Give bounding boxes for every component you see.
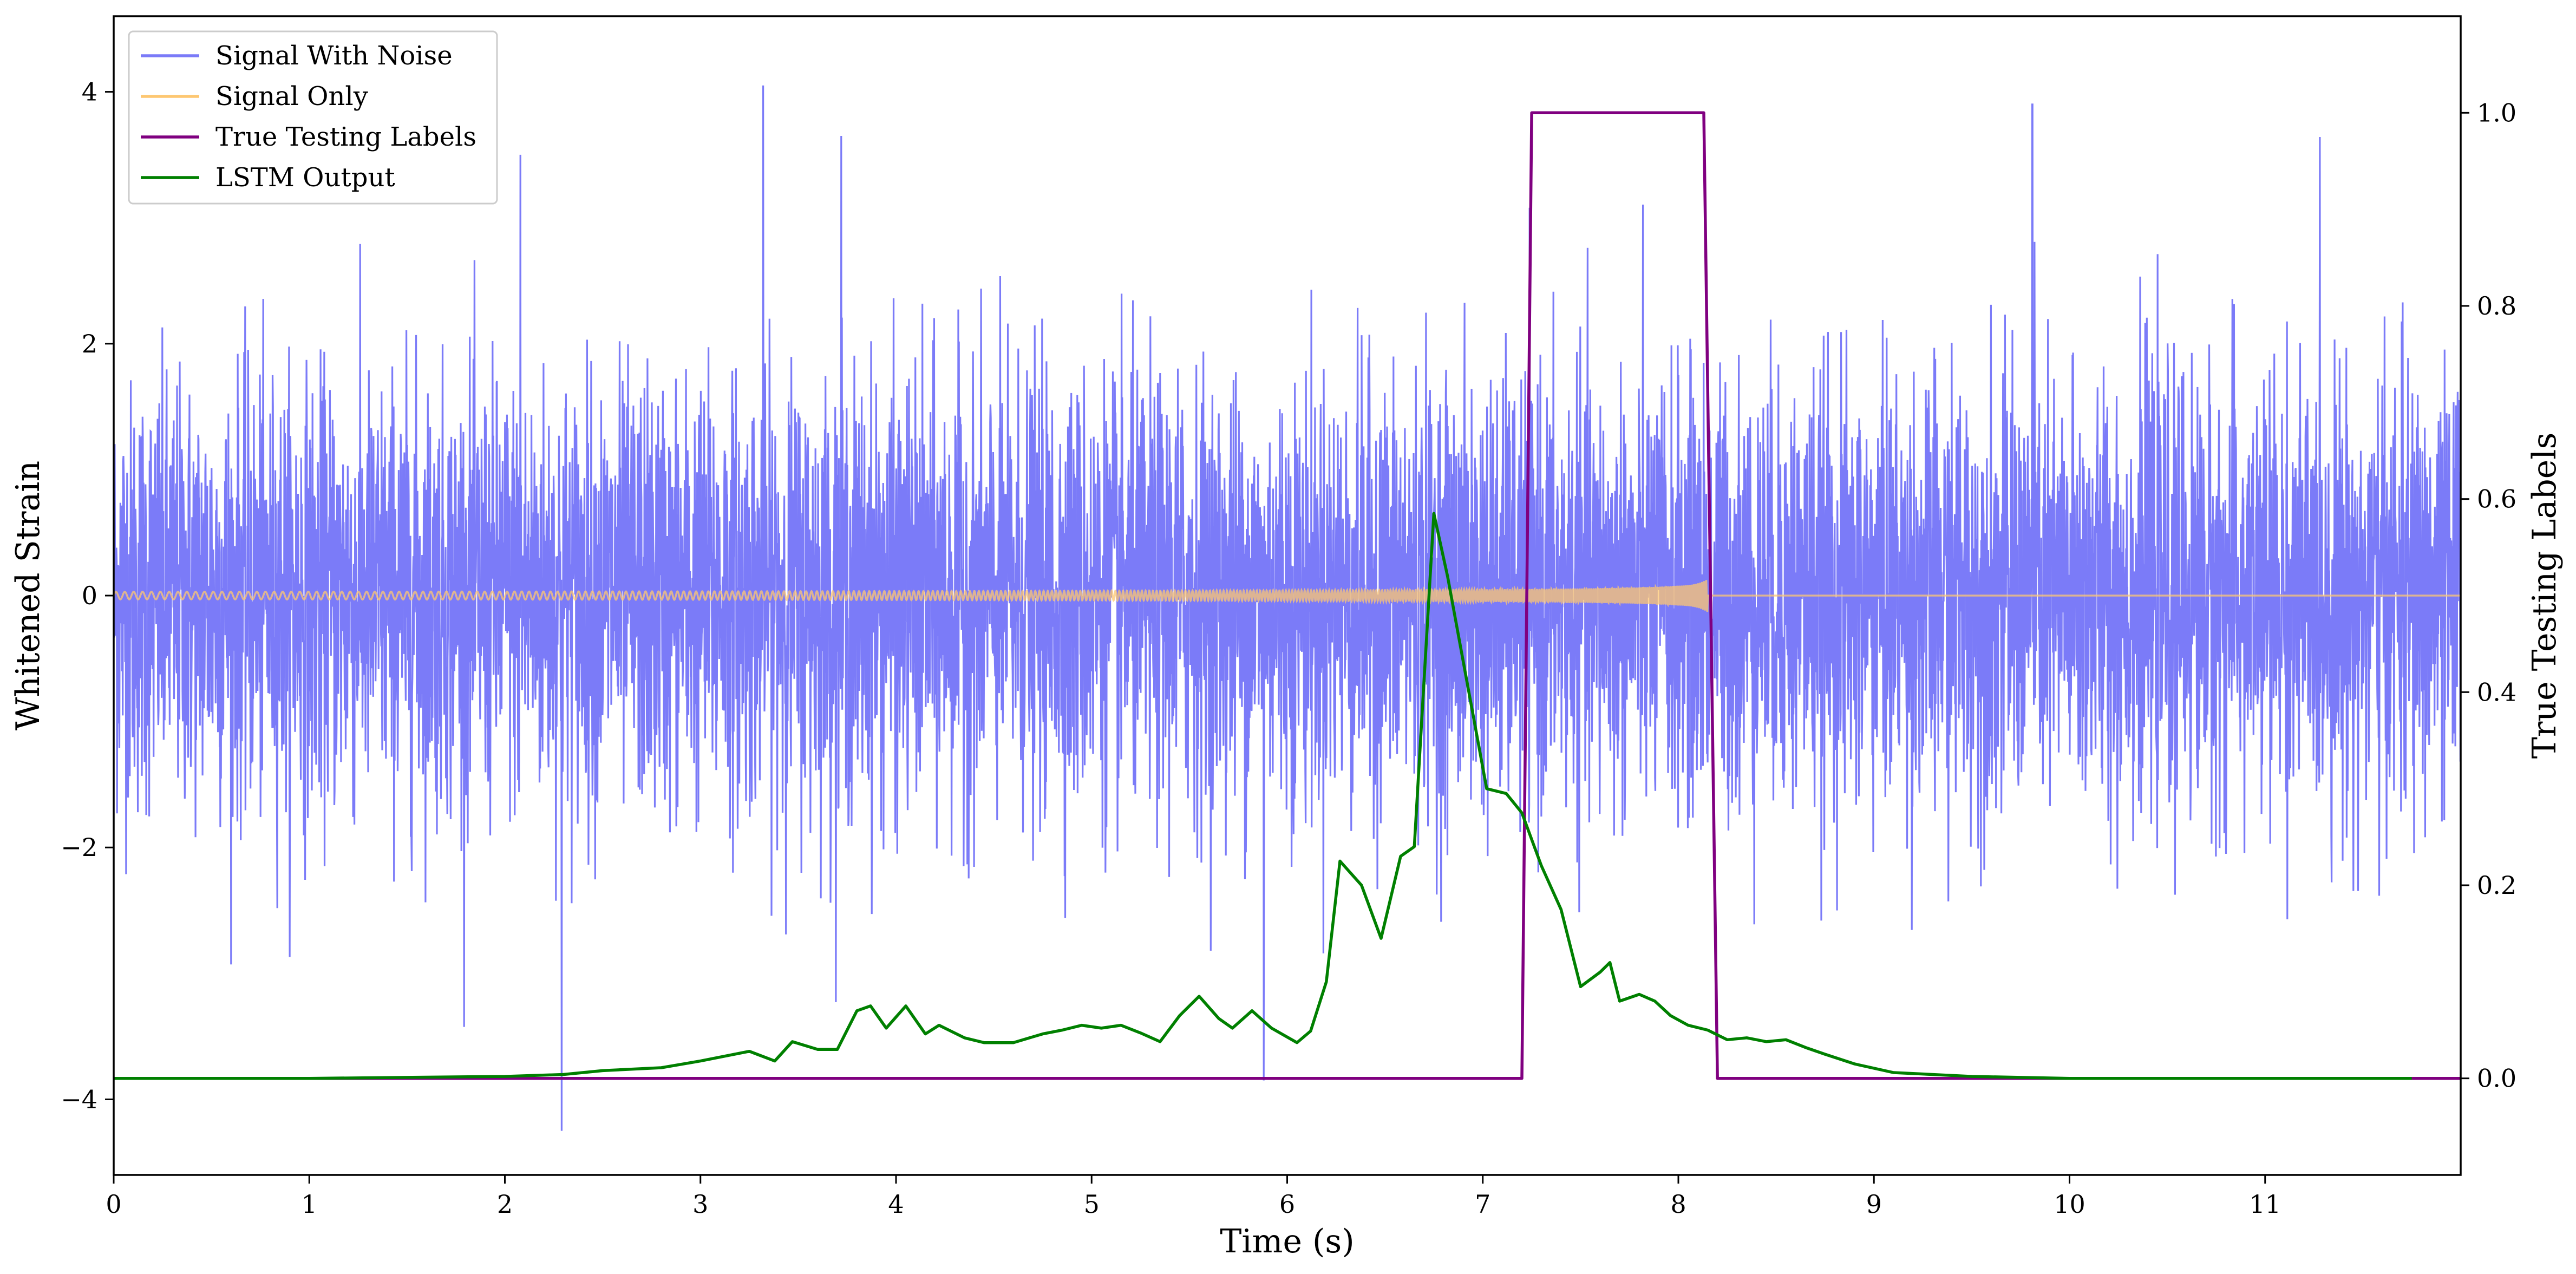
series-lstm-output: [114, 512, 2412, 1080]
y2-tick-label: 0.2: [2477, 871, 2516, 900]
series-signal-only: [114, 580, 2461, 612]
y-tick-label: 4: [82, 77, 97, 107]
x-tick-label: 4: [888, 1190, 904, 1219]
legend: Signal With Noise Signal Only True Testing…: [128, 30, 498, 205]
ticks: 0 1 2 3 4 5 6 7 8 9 10 11 −4 −2 0 2 4 0.0 0.2 0.4 0.6 0.8 1.0: [61, 77, 2516, 1219]
x-tick-label: 0: [106, 1190, 121, 1219]
legend-label: Signal With Noise: [215, 41, 453, 71]
x-tick-label: 8: [1670, 1190, 1686, 1219]
x-tick-label: 2: [497, 1190, 513, 1219]
x-tick-label: 6: [1279, 1190, 1295, 1219]
series-true-testing-labels: [114, 111, 2461, 1080]
y-tick-label: −4: [61, 1084, 97, 1114]
y2-tick-label: 0.4: [2477, 677, 2516, 707]
x-tick-label: 7: [1475, 1190, 1490, 1219]
x-axis-title: Time (s): [1220, 1223, 1354, 1260]
y2-tick-label: 1.0: [2477, 98, 2516, 127]
x-tick-label: 11: [2249, 1190, 2281, 1219]
y-tick-label: 0: [82, 581, 97, 610]
legend-box: [128, 30, 498, 205]
y2-tick-label: 0.6: [2477, 485, 2516, 514]
y2-tick-label: 0.8: [2477, 291, 2516, 321]
x-tick-label: 10: [2054, 1190, 2085, 1219]
y2-axis-title: True Testing Labels: [2526, 433, 2564, 759]
x-tick-label: 3: [692, 1190, 708, 1219]
x-tick-label: 1: [302, 1190, 317, 1219]
x-tick-label: 5: [1084, 1190, 1100, 1219]
legend-label: True Testing Labels: [215, 122, 476, 152]
y2-tick-label: 0.0: [2477, 1064, 2516, 1093]
y-axis-title: Whitened Strain: [9, 461, 47, 730]
y-tick-label: 2: [82, 329, 97, 358]
legend-label: LSTM Output: [215, 162, 395, 193]
plot-area: [114, 85, 2461, 1131]
x-tick-label: 9: [1866, 1190, 1882, 1219]
legend-label: Signal Only: [215, 81, 368, 112]
y-tick-label: −2: [61, 833, 97, 862]
